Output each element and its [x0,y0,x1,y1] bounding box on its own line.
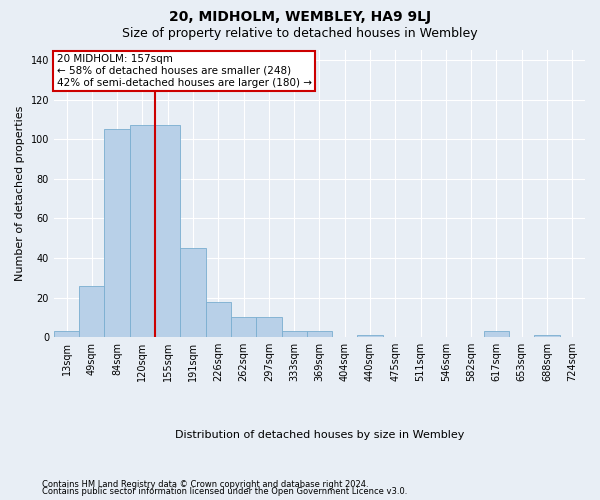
Bar [206,302,231,337]
Text: Size of property relative to detached houses in Wembley: Size of property relative to detached ho… [122,28,478,40]
Bar [358,335,383,337]
Text: 20 MIDHOLM: 157sqm
← 58% of detached houses are smaller (248)
42% of semi-detach: 20 MIDHOLM: 157sqm ← 58% of detached hou… [56,54,311,88]
Bar [54,331,79,337]
Bar [104,129,130,337]
Bar [307,331,332,337]
Y-axis label: Number of detached properties: Number of detached properties [15,106,25,282]
Bar [281,331,307,337]
Text: Contains HM Land Registry data © Crown copyright and database right 2024.: Contains HM Land Registry data © Crown c… [42,480,368,489]
Bar [181,248,206,337]
Bar [535,335,560,337]
Bar [79,286,104,337]
X-axis label: Distribution of detached houses by size in Wembley: Distribution of detached houses by size … [175,430,464,440]
Bar [484,331,509,337]
Bar [256,318,281,337]
Bar [231,318,256,337]
Text: Contains public sector information licensed under the Open Government Licence v3: Contains public sector information licen… [42,487,407,496]
Text: 20, MIDHOLM, WEMBLEY, HA9 9LJ: 20, MIDHOLM, WEMBLEY, HA9 9LJ [169,10,431,24]
Bar [155,126,181,337]
Bar [130,126,155,337]
